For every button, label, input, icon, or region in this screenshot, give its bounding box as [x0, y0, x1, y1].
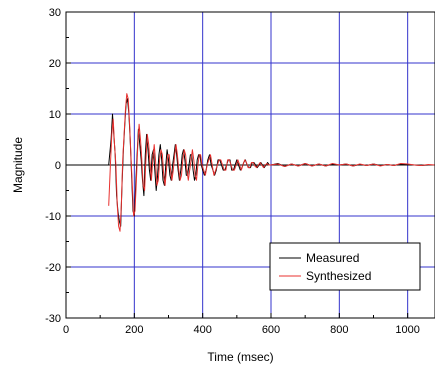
- y-tick-label: 20: [49, 58, 61, 70]
- legend: Measured Synthesized: [269, 242, 421, 291]
- legend-box: [269, 242, 421, 291]
- y-tick-labels: -30 -20 -10 0 10 20 30: [45, 7, 61, 325]
- y-tick-label: 30: [49, 7, 61, 19]
- x-tick-labels: 0 200 400 600 800 1000: [63, 324, 420, 336]
- y-tick-label: -30: [45, 313, 61, 325]
- y-tick-label: -10: [45, 211, 61, 223]
- legend-label-measured: Measured: [306, 251, 359, 265]
- x-tick-label: 0: [63, 324, 69, 336]
- series-group: [108, 93, 435, 232]
- x-tick-label: 600: [262, 324, 280, 336]
- ticks: [65, 11, 409, 319]
- y-tick-label: -20: [45, 262, 61, 274]
- x-axis-label: Time (msec): [207, 350, 273, 364]
- x-tick-label: 800: [330, 324, 348, 336]
- series-line-synthesized: [108, 93, 435, 232]
- y-tick-label: 0: [55, 160, 61, 172]
- x-tick-label: 200: [125, 324, 143, 336]
- x-tick-label: 1000: [395, 324, 419, 336]
- x-tick-label: 400: [193, 324, 211, 336]
- y-tick-label: 10: [49, 109, 61, 121]
- y-axis-label: Magnitude: [11, 137, 25, 193]
- legend-label-synthesized: Synthesized: [306, 269, 371, 283]
